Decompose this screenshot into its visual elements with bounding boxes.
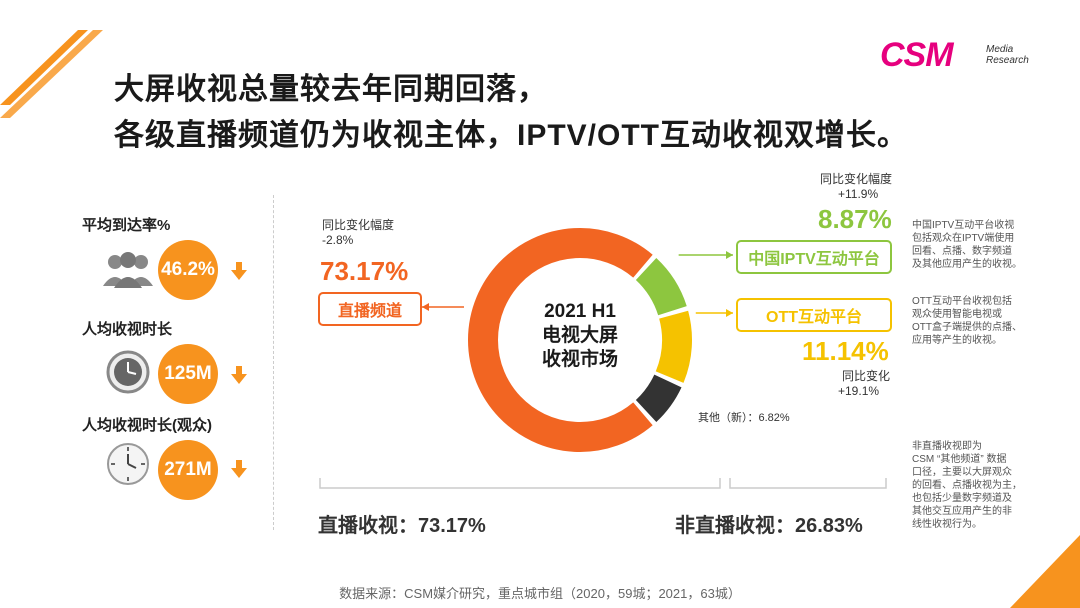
- kpi-label-time-viewers: 人均收视时长(观众): [82, 417, 212, 434]
- kpi-label-time: 人均收视时长: [82, 321, 173, 338]
- down-arrow-icon: [231, 366, 247, 384]
- iptv-change-label: 同比变化幅度: [820, 172, 893, 186]
- note-line: 其他交互应用产生的非: [912, 506, 1012, 517]
- note-line: 回看、点播、数字频道: [912, 246, 1012, 257]
- iptv-share-value: 8.87%: [818, 204, 892, 234]
- center-label-line2: 电视大屏: [541, 325, 618, 346]
- page-title-line1: 大屏收视总量较去年同期回落，: [114, 73, 548, 106]
- logo-sub1: Media: [986, 44, 1014, 55]
- live-change-label: 同比变化幅度: [322, 218, 395, 232]
- center-label-line3: 收视市场: [541, 349, 618, 370]
- kpi-value-reach: 46.2%: [158, 240, 218, 300]
- donut-slice-other: [635, 374, 682, 422]
- kpi-value-time: 125M: [158, 344, 218, 404]
- ott-platform-tag: OTT互动平台: [736, 298, 892, 332]
- people-icon: [103, 252, 153, 288]
- logo-sub-text: Media Research: [986, 44, 1029, 66]
- corner-stripes-decoration: [0, 30, 103, 118]
- other-note: 非直播收视即为 CSM “其他频道” 数据 口径，主要以大屏观众 的回看、点播收…: [912, 440, 1022, 531]
- note-line: 应用等产生的收视。: [912, 335, 1002, 346]
- divider-line: [273, 195, 274, 530]
- live-share-value: 73.17%: [320, 256, 409, 286]
- down-arrow-icon: [231, 262, 247, 280]
- note-line: 也包括少量数字频道及: [912, 493, 1012, 504]
- iptv-change-value: +11.9%: [838, 187, 879, 201]
- nonlive-total-label: 非直播收视：26.83%: [675, 515, 863, 537]
- ott-share-value: 11.14%: [802, 336, 889, 366]
- live-channel-tag: 直播频道: [318, 292, 422, 326]
- data-source-footnote: 数据来源：CSM媒介研究，重点城市组（2020，59城；2021，63城）: [339, 586, 741, 601]
- note-line: 口径，主要以大屏观众: [912, 467, 1012, 478]
- csm-logo: CSM Media Research: [880, 36, 1050, 76]
- logo-sub2: Research: [986, 55, 1029, 66]
- clock-icon: [106, 350, 150, 394]
- iptv-platform-tag: 中国IPTV互动平台: [736, 240, 892, 274]
- note-line: 中国IPTV互动平台收视: [912, 220, 1015, 231]
- note-line: 的回看、点播收视为主，: [912, 480, 1022, 491]
- corner-triangle-decoration: [1010, 535, 1080, 608]
- note-line: 非直播收视即为: [912, 441, 982, 452]
- iptv-note: 中国IPTV互动平台收视 包括观众在IPTV端使用 回看、点播、数字频道 及其他…: [912, 219, 1022, 271]
- note-line: 包括观众在IPTV端使用: [912, 233, 1015, 244]
- note-line: OTT互动平台收视包括: [912, 296, 1012, 307]
- kpi-label-reach: 平均到达率%: [82, 217, 171, 234]
- ott-note: OTT互动平台收视包括 观众使用智能电视或 OTT盒子端提供的点播、 应用等产生…: [912, 295, 1022, 347]
- donut-slice-iptv: [635, 258, 687, 316]
- live-connector-arrow-head: [422, 303, 429, 311]
- ott-change-value: +19.1%: [838, 384, 880, 398]
- live-total-label: 直播收视：73.17%: [318, 515, 486, 537]
- down-arrow-icon: [231, 460, 247, 478]
- ott-change-label: 同比变化: [842, 369, 891, 383]
- iptv-connector-arrow-head: [726, 251, 733, 259]
- live-change-value: -2.8%: [322, 233, 354, 247]
- other-slice-label: 其他（新）：6.82%: [698, 412, 790, 424]
- note-line: OTT盒子端提供的点播、: [912, 322, 1022, 333]
- donut-slice-ott: [655, 310, 692, 383]
- chart-center-label: 2021 H1 电视大屏 收视市场: [520, 300, 640, 372]
- clock-icon: [107, 443, 149, 485]
- logo-main-text: CSM: [880, 36, 954, 74]
- note-line: 及其他应用产生的收视。: [912, 259, 1022, 270]
- page-title-line2: 各级直播频道仍为收视主体，IPTV/OTT互动收视双增长。: [114, 119, 908, 152]
- ott-connector-arrow-head: [726, 309, 733, 317]
- note-line: 观众使用智能电视或: [912, 309, 1002, 320]
- center-label-line1: 2021 H1: [544, 301, 616, 322]
- note-line: CSM “其他频道” 数据: [912, 454, 1007, 465]
- kpi-value-time-viewers: 271M: [158, 440, 218, 500]
- note-line: 线性收视行为。: [912, 519, 982, 530]
